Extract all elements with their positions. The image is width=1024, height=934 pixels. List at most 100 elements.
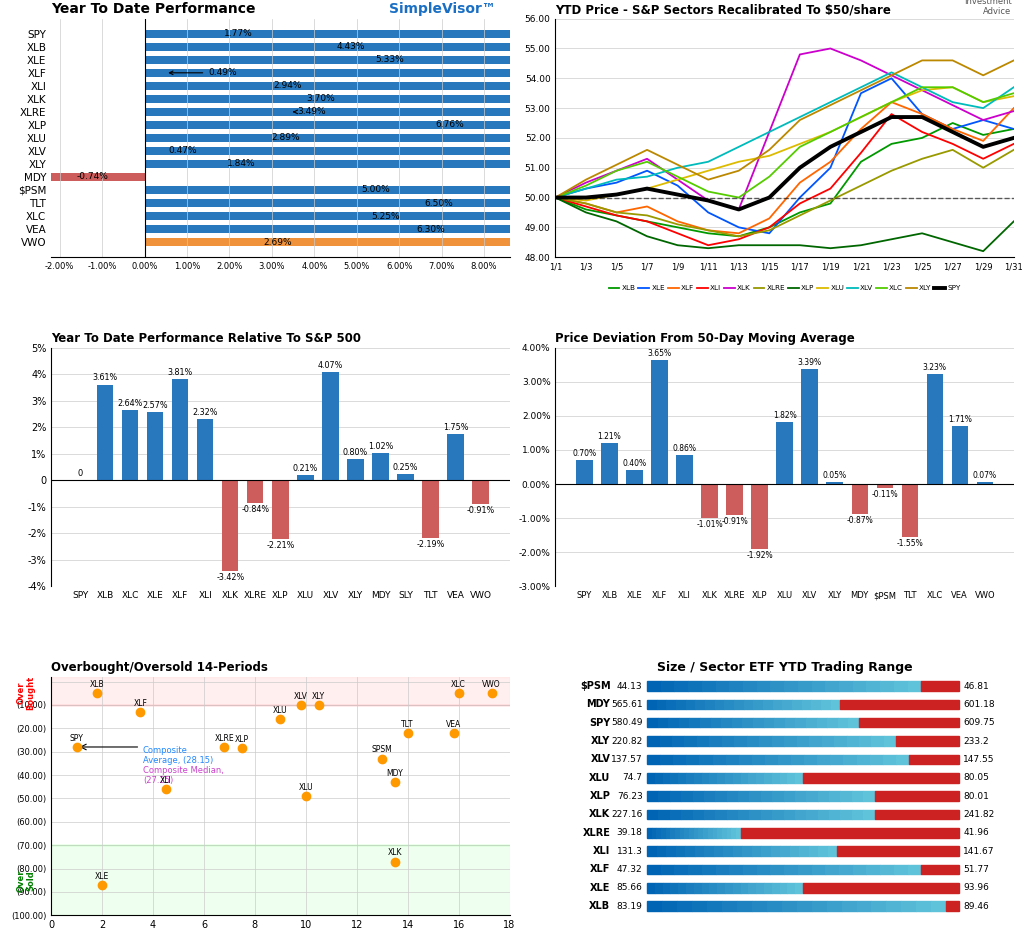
Text: 3.70%: 3.70% xyxy=(306,94,335,104)
Text: 5.33%: 5.33% xyxy=(375,55,403,64)
Bar xyxy=(874,810,958,819)
Text: 227.16: 227.16 xyxy=(611,810,642,819)
Text: 41.96: 41.96 xyxy=(964,828,989,837)
XLRE xyxy=(763,225,775,236)
Text: 76.23: 76.23 xyxy=(616,792,642,800)
Bar xyxy=(818,810,829,819)
Bar xyxy=(144,199,1024,207)
XLI xyxy=(946,138,958,149)
Bar xyxy=(144,147,1024,155)
XLI xyxy=(580,201,592,212)
Bar xyxy=(707,901,722,911)
Bar xyxy=(698,828,703,838)
XLP xyxy=(641,231,653,242)
XLY xyxy=(641,144,653,155)
XLV xyxy=(915,81,928,92)
XLY xyxy=(915,55,928,66)
XLP xyxy=(824,243,837,254)
Bar xyxy=(297,474,313,480)
XLV xyxy=(549,191,561,203)
Bar xyxy=(701,773,710,783)
Bar xyxy=(799,846,809,856)
Bar xyxy=(701,681,716,691)
Bar xyxy=(647,846,656,856)
Bar xyxy=(812,865,825,874)
XLB xyxy=(549,191,561,203)
XLF xyxy=(672,216,684,227)
XLB xyxy=(641,216,653,227)
Bar xyxy=(675,681,688,691)
XLP xyxy=(580,206,592,218)
Bar xyxy=(881,865,894,874)
Bar xyxy=(144,107,1024,116)
Text: 44.13: 44.13 xyxy=(616,682,642,690)
XLK xyxy=(824,43,837,54)
XLV xyxy=(641,171,653,182)
Line: XLE: XLE xyxy=(555,78,1014,234)
Text: XLI: XLI xyxy=(160,776,172,785)
Bar xyxy=(772,791,783,800)
XLE xyxy=(977,115,989,126)
Bar xyxy=(795,883,803,893)
Bar xyxy=(795,810,806,819)
XLE xyxy=(915,108,928,120)
Bar xyxy=(753,718,764,728)
Bar xyxy=(778,755,792,764)
XLRE xyxy=(549,191,561,203)
XLP xyxy=(549,191,561,203)
XLP xyxy=(763,240,775,251)
Bar xyxy=(916,901,932,911)
Bar xyxy=(749,883,756,893)
Bar xyxy=(727,791,738,800)
Bar xyxy=(863,791,874,800)
XLK xyxy=(702,195,715,206)
XLF xyxy=(702,225,715,236)
XLB xyxy=(794,206,806,218)
SPY xyxy=(672,189,684,200)
Bar xyxy=(907,681,922,691)
XLC xyxy=(977,96,989,107)
Bar xyxy=(863,810,874,819)
Bar xyxy=(647,718,657,728)
Bar xyxy=(809,846,818,856)
Text: XLV: XLV xyxy=(591,755,610,764)
XLB xyxy=(732,231,744,242)
Text: 1.21%: 1.21% xyxy=(598,432,622,441)
Bar xyxy=(804,755,817,764)
XLRE xyxy=(672,219,684,230)
Text: 137.57: 137.57 xyxy=(611,755,642,764)
XLV xyxy=(977,103,989,114)
Bar xyxy=(818,791,829,800)
Text: 74.7: 74.7 xyxy=(623,773,642,783)
XLI xyxy=(763,221,775,233)
XLB xyxy=(915,133,928,144)
Bar xyxy=(0,173,144,181)
XLY xyxy=(946,55,958,66)
Text: 1.71%: 1.71% xyxy=(948,415,972,424)
Bar xyxy=(647,681,660,691)
Line: XLP: XLP xyxy=(555,197,1014,251)
Text: SPSM: SPSM xyxy=(372,745,392,755)
Bar xyxy=(927,374,943,484)
XLP xyxy=(1008,216,1020,227)
Text: SimpleVisor™: SimpleVisor™ xyxy=(389,2,496,16)
Bar xyxy=(795,791,806,800)
XLF xyxy=(549,191,561,203)
Text: 220.82: 220.82 xyxy=(611,737,642,745)
Bar xyxy=(701,865,716,874)
Text: XLP: XLP xyxy=(590,791,610,801)
Bar xyxy=(663,901,677,911)
Bar xyxy=(806,718,816,728)
Bar xyxy=(703,810,716,819)
Text: TLT: TLT xyxy=(401,720,414,729)
Text: 5.00%: 5.00% xyxy=(361,186,390,194)
Bar xyxy=(675,828,680,838)
Bar xyxy=(601,443,617,484)
Bar xyxy=(658,791,670,800)
Bar xyxy=(812,681,825,691)
Bar xyxy=(723,846,732,856)
Bar xyxy=(932,901,946,911)
Bar xyxy=(692,791,703,800)
Bar xyxy=(790,846,799,856)
Line: XLB: XLB xyxy=(555,123,1014,236)
